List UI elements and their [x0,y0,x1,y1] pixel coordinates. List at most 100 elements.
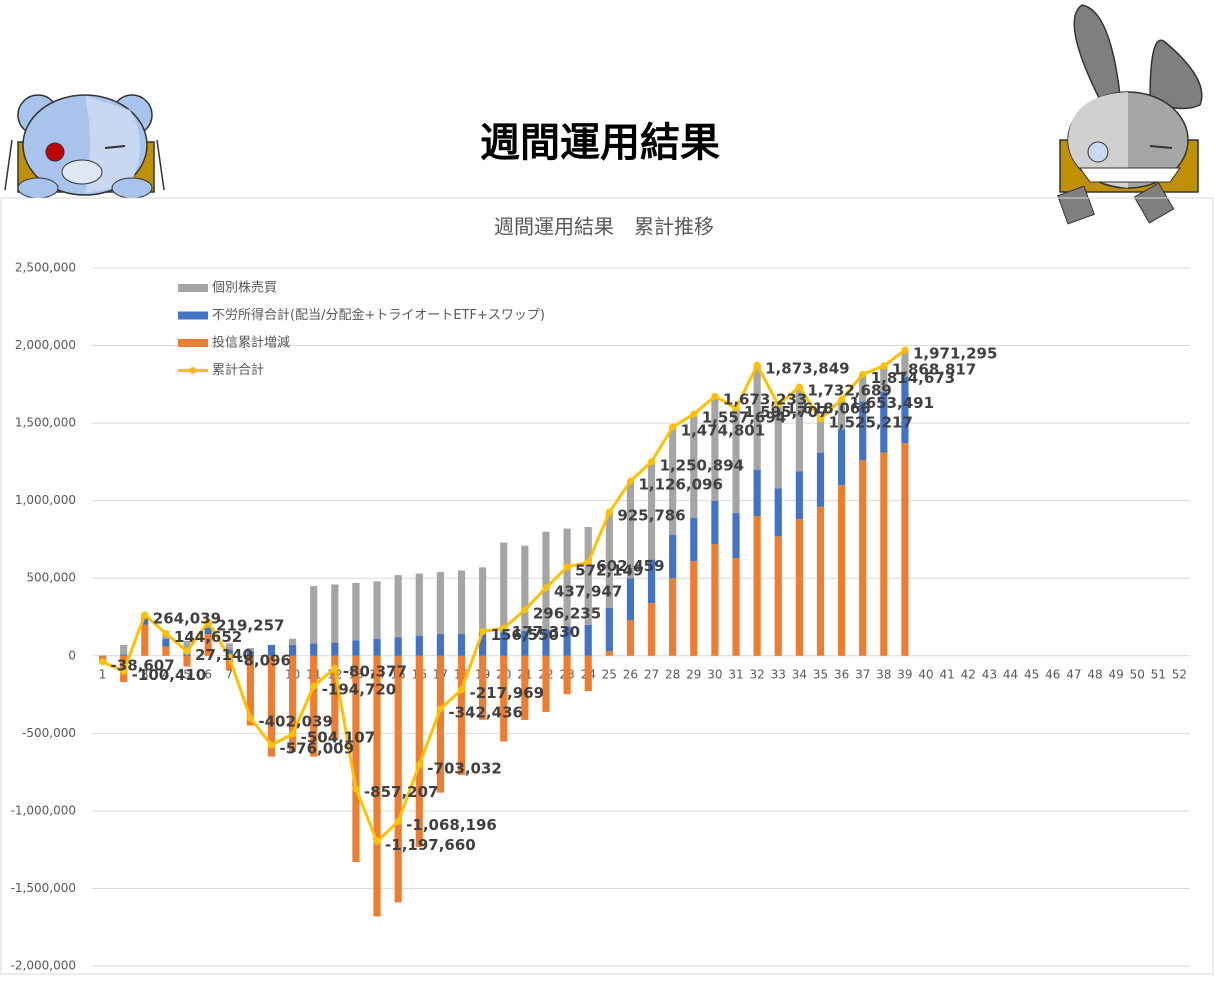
line-marker [99,658,106,665]
legend-swatch [178,339,208,347]
data-label: 219,257 [216,616,284,634]
bar [120,645,127,654]
bar [352,640,359,656]
bar [732,558,739,656]
bar [373,639,380,656]
data-label: 602,459 [596,557,664,575]
x-tick-label: 29 [686,667,701,681]
x-tick-label: 46 [1045,667,1060,681]
data-label: 264,039 [153,609,221,627]
legend-label: 個別株売買 [212,280,277,296]
x-tick-label: 27 [644,667,659,681]
line-marker [184,648,191,655]
x-tick-label: 37 [855,667,870,681]
x-tick-label: 33 [771,667,786,681]
data-label: -504,107 [301,728,376,746]
line-marker [331,665,338,672]
bar [606,608,613,651]
line-marker [521,606,528,613]
data-label: -100,410 [132,666,207,684]
line-marker [437,705,444,712]
data-label: -217,969 [470,684,545,702]
x-tick-label: 43 [982,667,997,681]
x-tick-label: 38 [876,667,891,681]
bar [289,656,296,752]
line-marker [901,347,908,354]
data-label: 1,126,096 [638,476,722,494]
data-label: 1,971,295 [913,345,997,363]
bar [521,546,528,631]
bar [352,583,359,640]
line-marker [310,682,317,689]
line-marker [711,393,718,400]
bar [564,656,571,694]
bar [585,625,592,656]
data-label: 437,947 [554,582,622,600]
line-marker [479,628,486,635]
x-tick-label: 48 [1087,667,1102,681]
legend-label: 投信累計増減 [212,335,290,351]
x-tick-label: 45 [1024,667,1039,681]
bar [796,471,803,519]
line-marker [352,785,359,792]
x-tick-label: 31 [728,667,743,681]
data-label: 1,868,817 [892,360,976,378]
line-marker [416,761,423,768]
y-tick-label: -2,000,000 [11,959,76,973]
bar [775,536,782,655]
data-label: -194,720 [322,680,397,698]
x-tick-label: 41 [940,667,955,681]
y-tick-label: -500,000 [22,726,76,740]
x-tick-label: 47 [1066,667,1081,681]
bar [395,575,402,637]
bar [141,625,148,656]
y-tick-label: 1,000,000 [15,493,76,507]
x-tick-label: 50 [1130,667,1145,681]
bar [458,634,465,656]
x-tick-label: 28 [665,667,680,681]
bar [310,643,317,655]
bar [690,518,697,561]
x-tick-label: 40 [918,667,933,681]
bar [669,535,676,578]
x-tick-label: 39 [897,667,912,681]
x-tick-label: 32 [749,667,764,681]
bar [416,636,423,656]
line-marker [606,509,613,516]
legend-label: 不労所得合計(配当/分配金+トライオートETF+スワップ) [212,307,545,323]
x-tick-label: 25 [602,667,617,681]
bar [732,513,739,558]
bear-illustration [5,95,164,198]
line-marker [247,715,254,722]
y-tick-label: 500,000 [26,571,76,585]
bar [754,516,761,656]
bar [331,643,338,656]
bar [817,419,824,452]
line-marker [669,424,676,431]
bar [669,578,676,656]
x-tick-label: 44 [1003,667,1018,681]
chart-title: 週間運用結果 累計推移 [494,215,714,239]
bar [754,470,761,517]
bar [500,543,507,633]
data-label: -857,207 [364,783,439,801]
bar [606,651,613,656]
bar [585,656,592,691]
y-tick-label: 1,500,000 [15,416,76,430]
bar [331,584,338,642]
line-marker [542,584,549,591]
line-marker [458,686,465,693]
line-marker [162,630,169,637]
bar [437,634,444,656]
line-marker [289,730,296,737]
line-marker [627,478,634,485]
bar [711,501,718,544]
bar [162,646,169,655]
bar [373,581,380,638]
y-tick-label: -1,500,000 [11,881,76,895]
bar [289,639,296,645]
legend-swatch-marker [190,367,197,374]
x-tick-label: 26 [623,667,638,681]
bar [627,578,634,620]
